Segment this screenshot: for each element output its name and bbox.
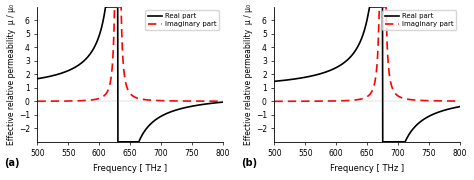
Real part — [305, 76, 311, 78]
Line: Real part: Real part — [37, 7, 223, 142]
Real part — [424, 116, 430, 118]
Imaginary part — [155, 100, 161, 102]
Real part — [35, 78, 40, 80]
Imaginary part — [457, 100, 463, 102]
Imaginary part — [305, 100, 311, 102]
Real part — [106, 6, 111, 8]
Real part — [272, 80, 277, 82]
Imaginary part — [35, 100, 40, 102]
Imaginary part — [112, 6, 118, 8]
Text: (a): (a) — [4, 158, 19, 168]
Real part — [410, 128, 416, 130]
Legend: Real part, Imaginary part: Real part, Imaginary part — [146, 10, 219, 30]
Imaginary part — [105, 89, 111, 91]
Y-axis label: Effective relative permeability  μ / μ₀: Effective relative permeability μ / μ₀ — [244, 4, 253, 145]
Imaginary part — [383, 6, 389, 8]
Real part — [457, 105, 463, 108]
Line: Imaginary part: Imaginary part — [274, 7, 460, 101]
Imaginary part — [392, 92, 398, 94]
Real part — [115, 141, 121, 143]
Imaginary part — [173, 100, 179, 102]
Real part — [187, 105, 193, 108]
Imaginary part — [146, 99, 152, 101]
Real part — [155, 117, 161, 119]
Real part — [366, 6, 372, 8]
X-axis label: Frequency [ THz ]: Frequency [ THz ] — [93, 164, 167, 173]
Imaginary part — [376, 6, 382, 8]
Line: Real part: Real part — [274, 7, 460, 142]
Imaginary part — [68, 100, 74, 102]
Text: (b): (b) — [241, 158, 257, 168]
Real part — [68, 68, 74, 70]
Real part — [103, 6, 109, 8]
Imaginary part — [272, 100, 277, 102]
Imaginary part — [424, 100, 430, 102]
Real part — [146, 125, 152, 127]
Imaginary part — [187, 100, 193, 102]
Real part — [342, 61, 348, 63]
Real part — [220, 101, 226, 103]
Legend: Real part, Imaginary part: Real part, Imaginary part — [383, 10, 456, 30]
Real part — [380, 141, 385, 143]
Line: Imaginary part: Imaginary part — [37, 7, 223, 101]
Real part — [392, 141, 398, 143]
Real part — [173, 109, 179, 111]
Imaginary part — [342, 100, 348, 102]
Imaginary part — [410, 99, 416, 101]
Y-axis label: Effective relative permeability  μ / μ₀: Effective relative permeability μ / μ₀ — [7, 4, 16, 145]
Imaginary part — [220, 100, 226, 102]
X-axis label: Frequency [ THz ]: Frequency [ THz ] — [330, 164, 404, 173]
Real part — [383, 141, 389, 143]
